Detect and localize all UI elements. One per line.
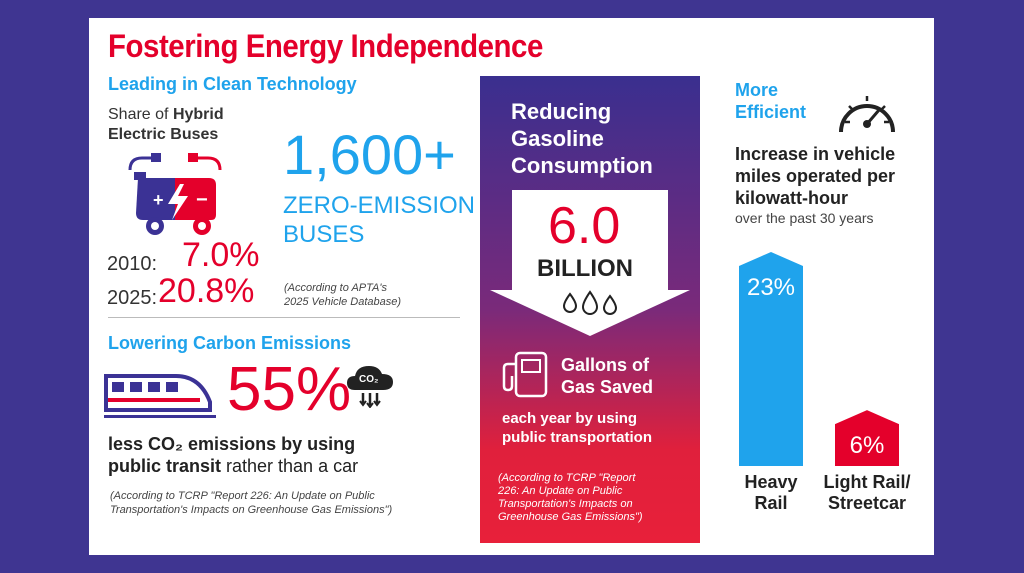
efficiency-desc-3: kilowatt-hour: [735, 188, 848, 208]
gasoline-heading-2: Gasoline: [511, 126, 604, 151]
year-2025-label: 2025:: [107, 287, 158, 309]
speedometer-icon: [839, 96, 895, 133]
carbon-heading: Lowering Carbon Emissions: [108, 333, 352, 353]
bar-category-line: Streetcar: [827, 493, 907, 513]
bar-category-line: Heavy: [744, 472, 798, 492]
gallons-line-2: Gas Saved: [561, 377, 654, 397]
each-year-line-2: public transportation: [502, 429, 652, 446]
tcrp-note-2: Transportation's Impacts on Greenhouse G…: [110, 504, 393, 516]
apta-note-2: 2025 Vehicle Database): [284, 296, 402, 308]
share-prefix: Share of: [108, 106, 173, 123]
zero-emission-count: 1,600+: [283, 123, 456, 186]
apta-note-1: (According to APTA's: [284, 282, 387, 294]
gasoline-note-2: 226: An Update on Public: [498, 485, 623, 497]
droplets-icon: [562, 290, 618, 315]
co2-icon-label: CO₂: [359, 374, 379, 385]
bar-category-label: Heavy Rail: [711, 472, 831, 514]
gasoline-heading-1: Reducing: [511, 99, 612, 124]
carbon-line-2-bold: public transit: [108, 456, 222, 476]
carbon-percent: 55%: [227, 355, 352, 424]
bar-category-label: Light Rail/Streetcar: [807, 472, 927, 514]
efficiency-bar-chart: 23% Heavy Rail 6% Light Rail/Streetcar: [725, 240, 925, 520]
efficiency-desc-1: Increase in vehicle: [735, 144, 896, 164]
tcrp-note-1: (According to TCRP "Report 226: An Updat…: [110, 490, 375, 502]
gasoline-heading-3: Consumption: [511, 153, 653, 178]
gasoline-note-3: Transportation's Impacts on: [498, 498, 633, 510]
clean-tech-heading: Leading in Clean Technology: [108, 74, 357, 94]
efficiency-desc-2: miles operated per: [735, 166, 896, 186]
efficiency-desc-4: over the past 30 years: [735, 210, 874, 226]
hybrid-bus-icon: + −: [128, 153, 222, 235]
bar-value-label: 6%: [849, 432, 885, 460]
gasoline-note-1: (According to TCRP "Report: [498, 472, 636, 484]
bar-category-line: Rail: [754, 493, 788, 513]
train-icon: [104, 374, 216, 418]
svg-text:−: −: [196, 189, 208, 211]
section-divider: [108, 317, 460, 318]
down-arrow-shape: [490, 190, 690, 336]
carbon-line-2: public transit rather than a car: [108, 456, 358, 477]
efficiency-heading-2: Efficient: [735, 102, 807, 122]
share-line-2: Electric Buses: [108, 126, 219, 143]
zero-emission-line-2: BUSES: [283, 221, 365, 248]
carbon-line-2-rest: rather than a car: [221, 456, 359, 476]
share-line-1: Share of Hybrid: [108, 106, 224, 124]
year-2010-value: 7.0%: [182, 236, 260, 274]
co2-cloud-icon: CO₂: [345, 364, 395, 408]
bar-category-line: Light Rail/: [823, 472, 911, 492]
gas-pump-icon: [502, 351, 548, 398]
year-2010-label: 2010:: [107, 253, 158, 275]
gasoline-unit: BILLION: [537, 255, 633, 282]
bar-heavy-rail: [739, 252, 803, 466]
gasoline-amount: 6.0: [548, 197, 621, 255]
share-bold-1: Hybrid: [172, 106, 224, 123]
gallons-line-1: Gallons of: [561, 355, 650, 375]
gasoline-heading: Reducing Gasoline Consumption: [511, 98, 653, 179]
efficiency-heading-1: More: [735, 80, 779, 100]
svg-text:+: +: [153, 190, 164, 210]
page-title: Fostering Energy Independence: [108, 28, 543, 64]
carbon-line-1: less CO₂ emissions by using: [108, 434, 356, 454]
each-year-line-1: each year by using: [502, 410, 638, 427]
gasoline-note-4: Greenhouse Gas Emissions"): [498, 511, 643, 523]
zero-emission-line-1: ZERO-EMISSION: [283, 192, 476, 219]
bar-value-label: 23%: [746, 274, 796, 301]
year-2025-value: 20.8%: [158, 272, 255, 310]
